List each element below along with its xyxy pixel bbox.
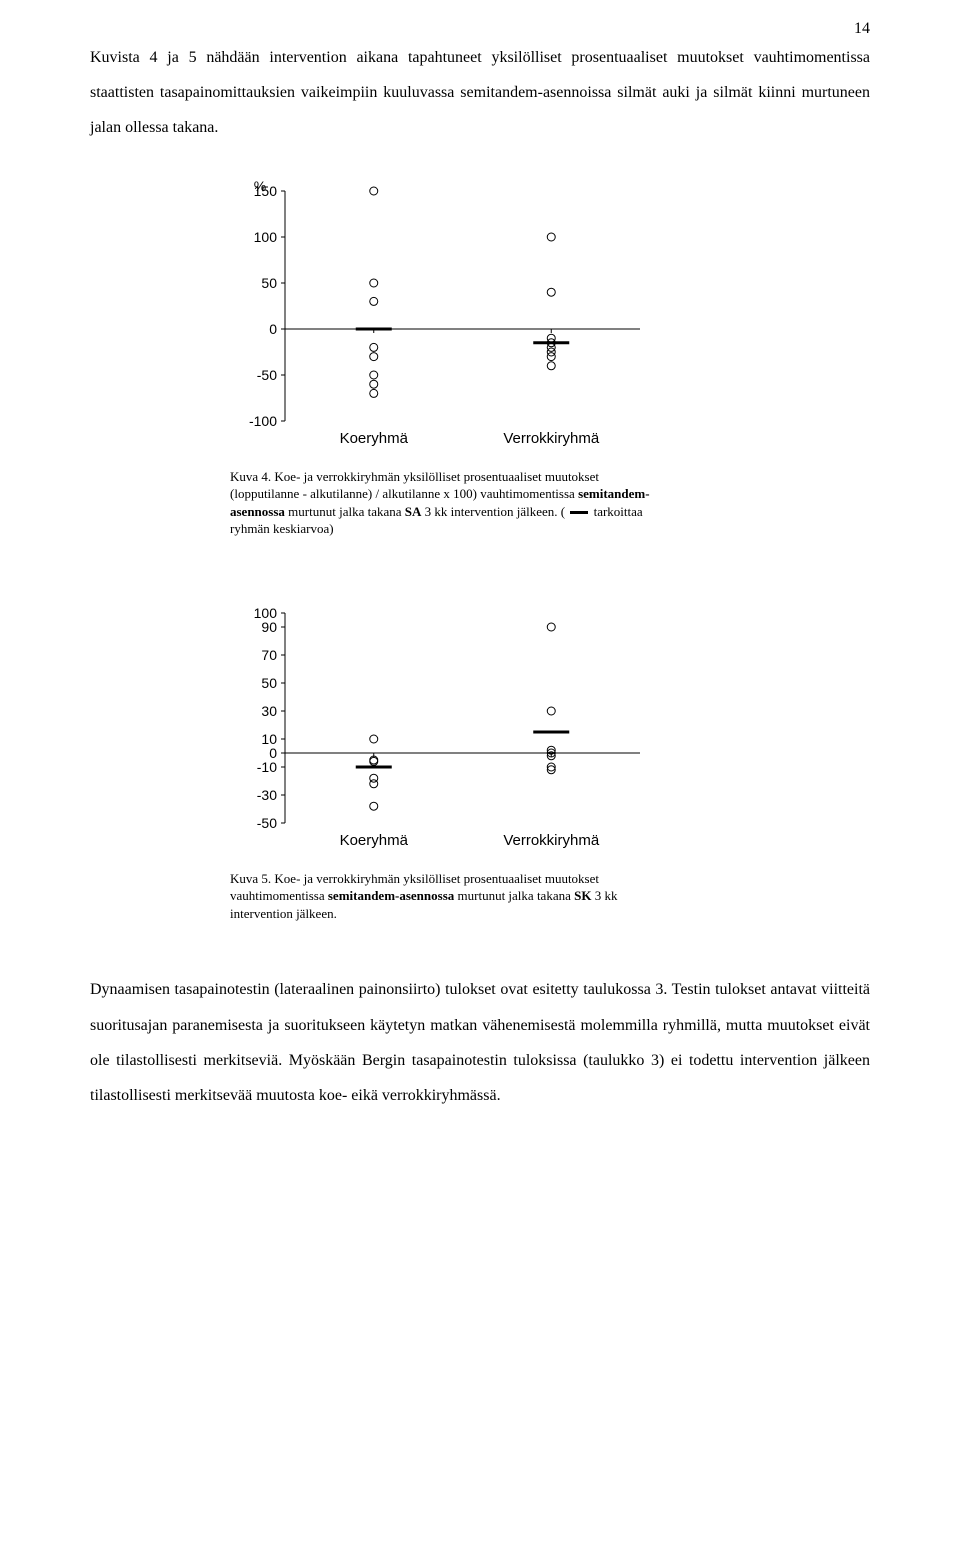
figure-5-caption: Kuva 5. Koe- ja verrokkiryhmän yksilölli… bbox=[230, 870, 670, 923]
paragraph-2: Dynaamisen tasapainotestin (lateraalinen… bbox=[90, 972, 870, 1113]
figure-4: -100-50050100150%KoeryhmäVerrokkiryhmä K… bbox=[90, 176, 870, 538]
svg-text:50: 50 bbox=[261, 275, 277, 291]
figure-4-caption: Kuva 4. Koe- ja verrokkiryhmän yksilölli… bbox=[230, 468, 670, 538]
chart-2-svg: -50 -30 -10010 30 50 70 90100 Koeryhmä Verrokkir… bbox=[230, 598, 650, 858]
svg-text:Verrokkiryhmä: Verrokkiryhmä bbox=[503, 430, 600, 447]
svg-text:Koeryhmä: Koeryhmä bbox=[340, 430, 409, 447]
caption-bold: semitandem-asennossa bbox=[328, 888, 454, 903]
caption-lead: Kuva 4. bbox=[230, 469, 271, 484]
caption-text: vauhtimomentissa bbox=[477, 486, 578, 501]
figure-5: -50 -30 -10010 30 50 70 90100 Koeryhmä Verrokkir… bbox=[90, 598, 870, 923]
caption-lead: Kuva 5. bbox=[230, 871, 271, 886]
svg-text:70: 70 bbox=[261, 647, 277, 663]
paragraph-1: Kuvista 4 ja 5 nähdään intervention aika… bbox=[90, 40, 870, 146]
svg-text:50: 50 bbox=[261, 675, 277, 691]
caption-text: murtunut jalka takana bbox=[454, 888, 574, 903]
svg-text:90: 90 bbox=[261, 619, 277, 635]
caption-text: murtunut jalka takana bbox=[285, 504, 405, 519]
svg-text:-100: -100 bbox=[249, 413, 277, 429]
svg-text:-30: -30 bbox=[257, 787, 277, 803]
svg-text:-10: -10 bbox=[257, 759, 277, 775]
caption-bold: SK bbox=[574, 888, 591, 903]
svg-text:%: % bbox=[254, 178, 266, 194]
svg-text:-50: -50 bbox=[257, 815, 277, 831]
svg-text:30: 30 bbox=[261, 703, 277, 719]
caption-text: 3 kk intervention jälkeen. ( bbox=[421, 504, 568, 519]
svg-text:0: 0 bbox=[269, 745, 277, 761]
caption-bold: SA bbox=[405, 504, 422, 519]
svg-text:10: 10 bbox=[261, 731, 277, 747]
chart-1-svg: -100-50050100150%KoeryhmäVerrokkiryhmä bbox=[230, 176, 650, 456]
svg-text:100: 100 bbox=[254, 229, 278, 245]
mean-line-icon bbox=[570, 511, 588, 514]
svg-text:Verrokkiryhmä: Verrokkiryhmä bbox=[503, 832, 600, 849]
svg-text:0: 0 bbox=[269, 321, 277, 337]
svg-text:Koeryhmä: Koeryhmä bbox=[340, 832, 409, 849]
svg-text:-50: -50 bbox=[257, 367, 277, 383]
svg-text:100: 100 bbox=[254, 605, 278, 621]
page-number: 14 bbox=[854, 20, 870, 38]
